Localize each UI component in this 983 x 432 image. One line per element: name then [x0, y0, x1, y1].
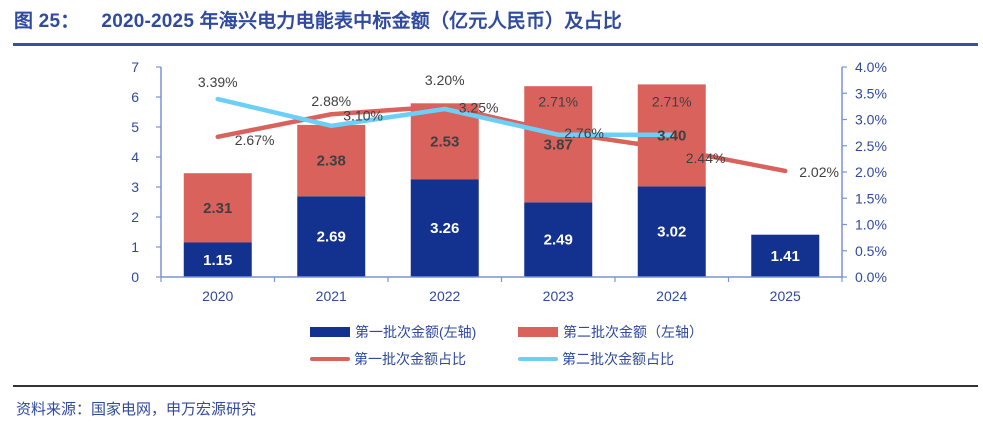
left-y-tick-label: 1	[131, 239, 139, 255]
left-y-tick-label: 6	[131, 89, 139, 105]
figure-number: 图 25：	[14, 11, 80, 32]
bar-label-second-batch-2024: 3.40	[657, 127, 686, 144]
right-y-tick-label: 3.0%	[855, 112, 887, 128]
data-label-second-batch-share-2023: 2.71%	[538, 94, 578, 110]
right-y-tick-label: 0.0%	[855, 269, 887, 285]
x-tick-label-2020: 2020	[202, 288, 233, 304]
figure-title: 图 25： 2020-2025 年海兴电力电能表中标金额（亿元人民币）及占比	[14, 6, 622, 33]
right-y-tick-label: 0.5%	[855, 243, 887, 259]
x-tick-label-2024: 2024	[656, 288, 687, 304]
line-layer	[215, 96, 788, 174]
data-label-first-batch-share-2023: 2.76%	[564, 125, 604, 141]
label-layer: 1.15 2.31 2.69 2.38 3.26 2.53 2.49 3.87 3.02 3.40…	[198, 72, 839, 269]
right-y-tick-label: 2.0%	[855, 164, 887, 180]
bar-label-second-batch-2020: 2.31	[203, 200, 232, 217]
legend-swatch-first-batch-share	[310, 357, 350, 361]
right-y-tick-label: 2.5%	[855, 138, 887, 154]
legend-label: 第二批次金额占比	[562, 351, 674, 367]
axes-layer: 2020 2021 2022 2023 2024 2025 0 1 2 3 4 5 6 7 0.0% 0.5%…	[131, 59, 887, 304]
line-second-batch-share	[215, 96, 674, 137]
left-y-tick-label: 0	[131, 269, 139, 285]
x-tick-label-2023: 2023	[543, 288, 574, 304]
right-y-tick-label: 1.5%	[855, 190, 887, 206]
bar-label-first-batch-2023: 2.49	[544, 232, 573, 249]
legend-label: 第二批次金额（左轴）	[563, 324, 703, 340]
legend-item-second-batch-amount: 第二批次金额（左轴）	[518, 322, 703, 342]
bar-second-batch-2021	[297, 124, 366, 197]
left-y-tick-label: 5	[131, 119, 139, 135]
data-label-second-batch-share-2021: 2.88%	[311, 93, 351, 109]
bar-first-batch-2022	[410, 179, 479, 277]
title-divider	[13, 43, 978, 46]
bar-first-batch-2023	[524, 202, 593, 277]
line-first-batch-share	[215, 104, 788, 174]
legend-label: 第一批次金额(左轴)	[355, 324, 477, 340]
right-y-tick-label: 3.5%	[855, 85, 887, 101]
data-label-second-batch-share-2022: 3.20%	[425, 72, 465, 88]
bar-label-first-batch-2025: 1.41	[771, 248, 800, 265]
data-label-second-batch-share-2020: 3.39%	[198, 74, 238, 90]
x-tick-label-2025: 2025	[770, 288, 801, 304]
data-label-first-batch-share-2021: 3.10%	[343, 107, 383, 123]
data-label-second-batch-share-2024: 2.71%	[652, 94, 692, 110]
figure-title-text: 2020-2025 年海兴电力电能表中标金额（亿元人民币）及占比	[101, 11, 622, 32]
bar-label-second-batch-2022: 2.53	[430, 133, 459, 150]
data-label-first-batch-share-2022: 3.25%	[459, 99, 499, 115]
left-y-tick-label: 7	[131, 59, 139, 75]
source-note: 资料来源：国家电网，申万宏源研究	[16, 401, 257, 418]
bar-label-first-batch-2021: 2.69	[317, 229, 346, 246]
bar-label-first-batch-2022: 3.26	[430, 220, 459, 237]
x-tick-label-2022: 2022	[429, 288, 460, 304]
bar-first-batch-2025	[751, 234, 820, 277]
legend-item-first-batch-share: 第一批次金额占比	[310, 349, 466, 369]
bar-second-batch-2020	[183, 173, 252, 243]
right-y-tick-label: 4.0%	[855, 59, 887, 75]
bar-label-first-batch-2024: 3.02	[657, 224, 686, 241]
legend-swatch-second-batch-amount	[518, 327, 558, 337]
right-y-tick-label: 1.0%	[855, 217, 887, 233]
data-label-first-batch-share-2025: 2.02%	[799, 164, 839, 180]
data-label-first-batch-share-2024: 2.44%	[686, 150, 726, 166]
legend-item-second-batch-share: 第二批次金额占比	[518, 349, 674, 369]
bar-label-second-batch-2023: 3.87	[544, 136, 573, 153]
bar-layer	[183, 84, 820, 277]
bar-first-batch-2021	[297, 196, 366, 277]
bar-label-second-batch-2021: 2.38	[317, 153, 346, 170]
left-y-tick-label: 4	[131, 149, 139, 165]
x-tick-label-2021: 2021	[316, 288, 347, 304]
legend-swatch-second-batch-share	[518, 357, 558, 361]
footer-divider	[13, 385, 978, 387]
bar-second-batch-2023	[524, 86, 593, 203]
legend-label: 第一批次金额占比	[354, 351, 466, 367]
legend-item-first-batch-amount: 第一批次金额(左轴)	[310, 322, 476, 342]
bar-label-first-batch-2020: 1.15	[203, 252, 232, 269]
data-label-first-batch-share-2020: 2.67%	[235, 132, 275, 148]
left-y-tick-label: 2	[131, 209, 139, 225]
bar-first-batch-2024	[637, 186, 706, 277]
left-y-tick-label: 3	[131, 179, 139, 195]
legend-swatch-first-batch-amount	[310, 327, 350, 337]
bar-first-batch-2020	[183, 242, 252, 277]
